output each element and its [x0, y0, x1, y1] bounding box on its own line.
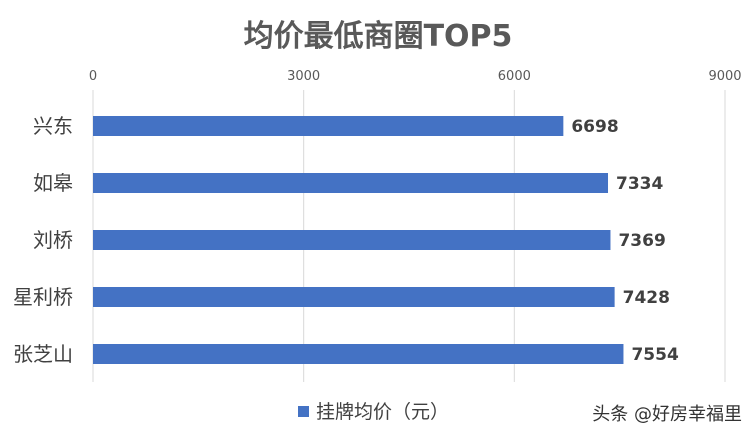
bar-2	[93, 230, 611, 250]
bar-0	[93, 116, 564, 136]
bar-1	[93, 173, 609, 193]
category-label-2: 刘桥	[33, 228, 73, 252]
x-tick-label-1: 3000	[287, 69, 320, 84]
watermark: 头条 @好房幸福里	[592, 404, 742, 425]
category-label-0: 兴东	[33, 114, 73, 138]
legend-swatch	[298, 406, 309, 417]
data-label-1: 7334	[616, 174, 663, 194]
data-label-0: 6698	[571, 117, 618, 137]
data-label-3: 7428	[623, 288, 670, 308]
data-label-4: 7554	[631, 345, 678, 365]
bar-4	[93, 344, 624, 364]
chart-title: 均价最低商圈TOP5	[244, 19, 513, 54]
category-label-4: 张芝山	[13, 342, 73, 366]
x-tick-label-0: 0	[89, 69, 97, 84]
category-label-1: 如皋	[33, 171, 73, 195]
data-label-2: 7369	[618, 231, 665, 251]
x-tick-label-3: 9000	[708, 69, 741, 84]
bar-3	[93, 287, 615, 307]
legend: 挂牌均价（元）	[298, 401, 449, 423]
legend-label: 挂牌均价（元）	[316, 401, 449, 423]
bar-series	[93, 116, 624, 364]
category-label-3: 星利桥	[13, 285, 73, 309]
data-labels: 6698 7334 7369 7428 7554	[571, 117, 679, 365]
x-axis-tick-labels: 0 3000 6000 9000	[89, 69, 742, 84]
x-tick-label-2: 6000	[498, 69, 531, 84]
